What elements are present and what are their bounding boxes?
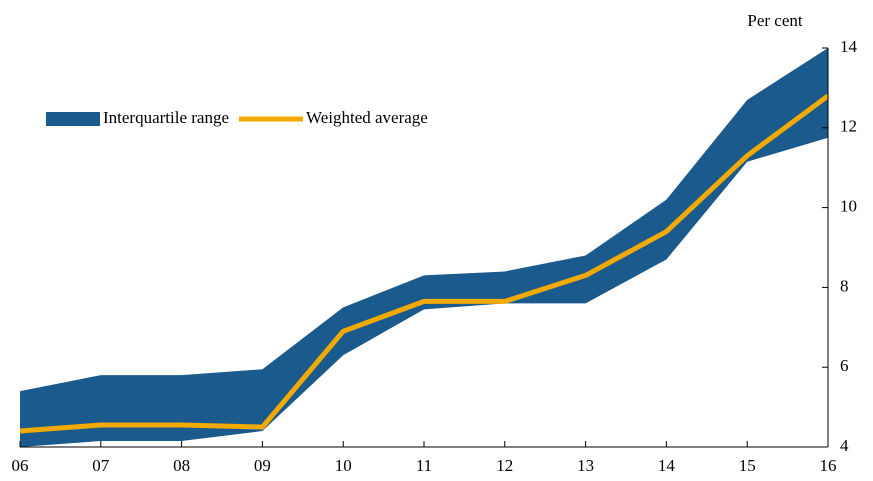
average-line xyxy=(19,93,830,434)
x-tick-label: 09 xyxy=(254,456,271,475)
interquartile-band xyxy=(20,48,828,447)
x-tick-label: 12 xyxy=(496,456,513,475)
y-axis-label: Per cent xyxy=(747,11,803,30)
x-tick-label: 13 xyxy=(577,456,594,475)
x-tick-label: 08 xyxy=(173,456,190,475)
legend-label: Weighted average xyxy=(306,108,428,127)
x-tick-label: 10 xyxy=(335,456,352,475)
y-tick-label: 14 xyxy=(840,37,858,56)
x-tick-label: 16 xyxy=(820,456,837,475)
y-tick-label: 12 xyxy=(840,117,857,136)
y-tick-label: 10 xyxy=(840,197,857,216)
x-tick-label: 06 xyxy=(12,456,29,475)
legend-swatch xyxy=(46,112,100,126)
legend-label: Interquartile range xyxy=(103,108,229,127)
x-tick-label: 11 xyxy=(416,456,432,475)
x-tick-label: 07 xyxy=(92,456,110,475)
y-tick-label: 8 xyxy=(840,276,849,295)
y-tick-label: 4 xyxy=(840,436,849,455)
x-tick-label: 14 xyxy=(658,456,676,475)
x-tick-label: 15 xyxy=(739,456,756,475)
y-tick-label: 6 xyxy=(840,356,849,375)
